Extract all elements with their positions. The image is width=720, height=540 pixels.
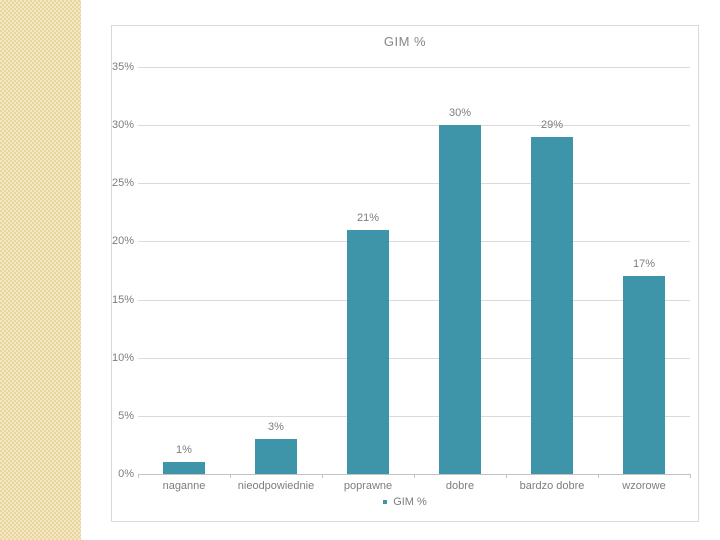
- bar-naganne[interactable]: [163, 462, 205, 474]
- x-axis-label: poprawne: [343, 480, 393, 492]
- y-axis-label: 5%: [118, 409, 134, 422]
- plot-area: 0% 5% 10% 15% 20% 25% 30% 35% 1% naganne 3% nieodpo…: [112, 61, 691, 492]
- gridline: [138, 299, 690, 301]
- bar-dobre[interactable]: [439, 125, 481, 474]
- legend[interactable]: GIM %: [112, 496, 698, 508]
- bar-poprawne[interactable]: [347, 229, 389, 474]
- y-axis-label: 35%: [111, 61, 134, 73]
- bar-value-label: 29%: [540, 118, 564, 131]
- x-axis-label: nieodpowiednie: [237, 480, 315, 492]
- bar-value-label: 17%: [632, 258, 656, 271]
- gridline: [138, 241, 690, 243]
- chart-panel[interactable]: GIM % 0% 5% 10% 15% 20% 25% 30% 35% 1% naganne 3% n…: [111, 25, 699, 522]
- bar-slot: 29%: [506, 67, 598, 474]
- y-axis-label: 25%: [111, 177, 134, 190]
- slide-left-texture: [0, 0, 81, 540]
- x-axis-tick: [230, 474, 231, 478]
- bar-value-label: 1%: [176, 444, 192, 457]
- x-axis-tick: [598, 474, 599, 478]
- x-axis-label: wzorowe: [622, 480, 666, 492]
- x-axis-label: dobre: [445, 480, 475, 492]
- x-axis-label: naganne: [162, 480, 206, 492]
- x-axis-tick: [506, 474, 507, 478]
- bar-value-label: 30%: [448, 107, 472, 120]
- gridline: [138, 415, 690, 417]
- gridline: [138, 357, 690, 359]
- y-axis-label: 30%: [111, 119, 134, 132]
- x-axis-label: bardzo dobre: [519, 480, 585, 492]
- y-axis-label: 10%: [111, 351, 134, 364]
- bar-slot: 1%: [138, 67, 230, 474]
- x-axis-tick: [690, 474, 691, 478]
- x-axis-tick: [414, 474, 415, 478]
- gridline: [138, 67, 690, 68]
- x-axis-tick: [138, 474, 139, 478]
- y-axis-label: 0%: [118, 468, 134, 480]
- y-axis-label: 15%: [111, 293, 134, 306]
- bar-value-label: 21%: [356, 211, 380, 224]
- bar-slot: 17%: [598, 67, 690, 474]
- gridline: [138, 125, 690, 127]
- legend-label: GIM %: [393, 496, 427, 508]
- chart-title: GIM %: [383, 34, 427, 49]
- x-axis-tick: [322, 474, 323, 478]
- gridline: [138, 183, 690, 185]
- bar-slot: 3%: [230, 67, 322, 474]
- bar-slot: 21%: [322, 67, 414, 474]
- bar-wzorowe[interactable]: [623, 276, 665, 474]
- bar-value-label: 3%: [268, 421, 284, 434]
- bar-bardzo-dobre[interactable]: [531, 136, 573, 474]
- legend-marker-icon: [383, 500, 388, 504]
- bar-slot: 30%: [414, 67, 506, 474]
- bar-nieodpowiednie[interactable]: [255, 439, 297, 474]
- y-axis-label: 20%: [111, 235, 134, 248]
